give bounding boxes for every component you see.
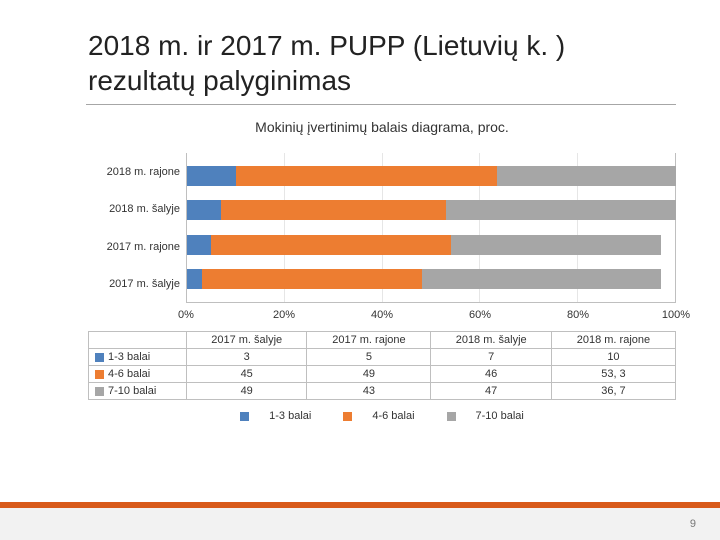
data-table: 2017 m. šalyje2017 m. rajone2018 m. šaly… bbox=[88, 331, 676, 400]
bar-segment bbox=[211, 235, 451, 255]
table-cell: 49 bbox=[307, 366, 431, 383]
x-axis-label: 60% bbox=[469, 309, 491, 321]
bar-row bbox=[187, 235, 676, 255]
legend-swatch bbox=[447, 412, 456, 421]
table-cell: 43 bbox=[307, 383, 431, 400]
bar-segment bbox=[446, 200, 676, 220]
table-cell: 5 bbox=[307, 349, 431, 366]
chart-legend: 1-3 balai 4-6 balai 7-10 balai bbox=[88, 410, 676, 424]
table-cell: 7 bbox=[431, 349, 551, 366]
slide: 2018 m. ir 2017 m. PUPP (Lietuvių k. ) r… bbox=[0, 0, 720, 540]
table-row-label: 4-6 balai bbox=[89, 366, 187, 383]
y-axis-label: 2017 m. šalyje bbox=[88, 278, 180, 290]
y-axis-labels: 2018 m. rajone 2018 m. šalyje 2017 m. rajo… bbox=[88, 153, 186, 303]
table-row-label: 7-10 balai bbox=[89, 383, 187, 400]
y-axis-label: 2018 m. šalyje bbox=[88, 203, 180, 215]
bar-segment bbox=[187, 166, 236, 186]
legend-swatch bbox=[95, 370, 104, 379]
legend-item: 7-10 balai bbox=[439, 410, 532, 422]
bar-segment bbox=[221, 200, 446, 220]
legend-swatch bbox=[240, 412, 249, 421]
bar-row bbox=[187, 269, 676, 289]
table-column-header: 2018 m. rajone bbox=[551, 332, 675, 349]
table-cell: 45 bbox=[187, 366, 307, 383]
table-cell: 46 bbox=[431, 366, 551, 383]
x-axis-label: 100% bbox=[662, 309, 690, 321]
footer-bar: 9 bbox=[0, 502, 720, 540]
table-cell: 53, 3 bbox=[551, 366, 675, 383]
table-cell: 47 bbox=[431, 383, 551, 400]
x-axis-label: 0% bbox=[178, 309, 194, 321]
title-underline bbox=[86, 104, 676, 105]
page-title: 2018 m. ir 2017 m. PUPP (Lietuvių k. ) r… bbox=[88, 28, 676, 98]
y-axis-label: 2017 m. rajone bbox=[88, 241, 180, 253]
table-row-label: 1-3 balai bbox=[89, 349, 187, 366]
legend-swatch bbox=[95, 387, 104, 396]
x-axis-label: 80% bbox=[567, 309, 589, 321]
page-number: 9 bbox=[690, 518, 696, 530]
y-axis-label: 2018 m. rajone bbox=[88, 166, 180, 178]
bar-segment bbox=[236, 166, 497, 186]
bar-segment bbox=[187, 200, 221, 220]
bar-segment bbox=[451, 235, 661, 255]
bar-segment bbox=[422, 269, 662, 289]
chart-plot bbox=[186, 153, 676, 303]
table-cell: 10 bbox=[551, 349, 675, 366]
table-column-header: 2017 m. rajone bbox=[307, 332, 431, 349]
table-cell: 3 bbox=[187, 349, 307, 366]
table-column-header: 2018 m. šalyje bbox=[431, 332, 551, 349]
table-cell: 49 bbox=[187, 383, 307, 400]
bar-row bbox=[187, 166, 676, 186]
table-column-header: 2017 m. šalyje bbox=[187, 332, 307, 349]
legend-swatch bbox=[343, 412, 352, 421]
bar-segment bbox=[202, 269, 422, 289]
bar-segment bbox=[187, 235, 211, 255]
legend-swatch bbox=[95, 353, 104, 362]
x-axis-labels: 0%20%40%60%80%100% bbox=[186, 307, 676, 323]
chart-area: 2018 m. rajone 2018 m. šalyje 2017 m. rajo… bbox=[88, 153, 676, 303]
bar-row bbox=[187, 200, 676, 220]
chart-title: Mokinių įvertinimų balais diagrama, proc… bbox=[88, 119, 676, 135]
legend-item: 4-6 balai bbox=[335, 410, 422, 422]
legend-item: 1-3 balai bbox=[232, 410, 319, 422]
bar-segment bbox=[187, 269, 202, 289]
x-axis-label: 20% bbox=[273, 309, 295, 321]
bar-segment bbox=[497, 166, 676, 186]
x-axis-label: 40% bbox=[371, 309, 393, 321]
table-cell: 36, 7 bbox=[551, 383, 675, 400]
